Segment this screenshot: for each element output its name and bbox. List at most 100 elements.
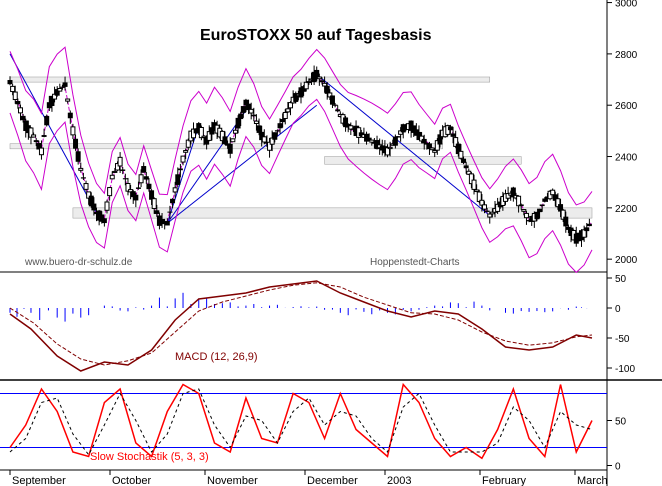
xlabel-5: February xyxy=(482,475,527,486)
candle-body-69-0 xyxy=(543,199,547,201)
candle-body-32-2 xyxy=(257,126,261,133)
candle-body-22-2 xyxy=(178,169,182,170)
candle-body-18-1 xyxy=(144,177,148,179)
candle-body-55-0 xyxy=(433,151,437,153)
candle-body-13-0 xyxy=(102,219,106,223)
candle-body-22-1 xyxy=(176,175,180,185)
candle-body-9-1 xyxy=(74,139,78,148)
candle-body-14-0 xyxy=(110,175,114,179)
candle-body-10-2 xyxy=(84,184,88,190)
candle-body-38-2 xyxy=(304,82,308,89)
candle-body-25-2 xyxy=(202,136,206,137)
candle-body-68-1 xyxy=(538,209,542,211)
candle-body-30-0 xyxy=(236,118,240,128)
candle-body-68-0 xyxy=(535,212,539,218)
xlabel-4: 2003 xyxy=(387,475,411,486)
candle-body-5-1 xyxy=(42,136,46,137)
candle-body-9-0 xyxy=(71,127,75,135)
candle-body-54-2 xyxy=(430,148,434,150)
candle-body-40-1 xyxy=(317,77,321,79)
candle-body-21-0 xyxy=(165,222,169,225)
candle-body-57-1 xyxy=(451,134,455,136)
candle-body-4-0 xyxy=(32,135,36,137)
candle-body-74-1 xyxy=(585,228,589,231)
candle-body-60-0 xyxy=(472,180,476,189)
candle-body-71-2 xyxy=(564,217,568,226)
candle-body-68-2 xyxy=(540,205,544,206)
candle-body-13-2 xyxy=(108,188,112,196)
candle-body-10-0 xyxy=(79,168,83,170)
candle-body-32-0 xyxy=(252,115,256,116)
ytick-label-macd-3: -100 xyxy=(615,364,635,375)
watermark-left: www.buero-dr-schulz.de xyxy=(24,257,133,268)
candle-body-8-0 xyxy=(63,83,67,86)
candle-body-2-1 xyxy=(18,108,22,113)
candle-body-41-1 xyxy=(325,86,329,93)
candle-body-17-2 xyxy=(139,175,143,183)
candle-body-58-2 xyxy=(462,159,466,162)
candle-body-65-2 xyxy=(517,196,521,205)
candle-body-19-1 xyxy=(152,199,156,209)
ytick-label-main-5: 2000 xyxy=(615,255,638,266)
candle-body-23-0 xyxy=(181,156,185,162)
candle-body-4-1 xyxy=(34,141,38,142)
candle-body-62-0 xyxy=(488,214,492,217)
ytick-label-macd-0: 50 xyxy=(615,274,627,285)
candle-body-15-0 xyxy=(118,157,122,166)
candle-body-36-2 xyxy=(289,103,293,108)
chart-title: EuroSTOXX 50 auf Tagesbasis xyxy=(200,27,432,44)
candle-body-23-1 xyxy=(184,151,188,153)
candle-body-53-2 xyxy=(422,139,426,142)
candle-body-42-2 xyxy=(336,110,340,111)
stoch-label: Slow Stochastik (5, 3, 3) xyxy=(90,451,209,463)
candle-body-8-2 xyxy=(68,113,72,118)
candle-body-5-0 xyxy=(39,148,43,155)
zone-0 xyxy=(10,77,490,82)
candle-body-21-2 xyxy=(171,199,175,202)
ytick-label-sto-0: 50 xyxy=(615,417,627,428)
candle-body-28-1 xyxy=(223,137,227,144)
candle-body-66-2 xyxy=(524,213,528,217)
candle-body-19-0 xyxy=(150,191,154,199)
candle-body-47-0 xyxy=(370,140,374,142)
candle-body-34-2 xyxy=(273,133,277,140)
candle-body-9-2 xyxy=(76,152,80,162)
candle-body-31-1 xyxy=(247,104,251,109)
candle-body-2-0 xyxy=(16,102,20,104)
candle-body-58-1 xyxy=(459,151,463,158)
candle-body-14-1 xyxy=(113,171,117,172)
ytick-label-sto-1: 0 xyxy=(615,462,621,473)
ytick-label-main-2: 2600 xyxy=(615,101,638,112)
candle-body-70-0 xyxy=(551,190,555,195)
candle-body-17-0 xyxy=(134,195,138,200)
candle-body-29-0 xyxy=(228,144,232,153)
candle-body-18-2 xyxy=(147,184,151,188)
candle-body-1-2 xyxy=(13,92,17,99)
candle-body-61-1 xyxy=(483,205,487,209)
xlabel-1: October xyxy=(112,475,151,486)
xlabel-3: December xyxy=(307,475,358,486)
candle-body-18-0 xyxy=(142,167,146,173)
candle-body-49-1 xyxy=(388,147,392,148)
ytick-label-main-1: 2800 xyxy=(615,50,638,61)
candle-body-7-1 xyxy=(58,89,62,92)
candle-body-66-1 xyxy=(522,210,526,212)
ytick-label-main-3: 2400 xyxy=(615,153,638,164)
candle-body-29-1 xyxy=(231,139,235,142)
candle-body-1-1 xyxy=(11,86,15,91)
candle-body-50-0 xyxy=(393,137,397,145)
candle-body-35-2 xyxy=(281,120,285,122)
candle-body-36-0 xyxy=(283,112,287,118)
candle-body-36-1 xyxy=(286,109,290,112)
candle-body-30-1 xyxy=(239,114,243,118)
candle-body-74-2 xyxy=(587,224,591,225)
candle-body-22-0 xyxy=(173,188,177,192)
candle-body-59-0 xyxy=(464,166,468,168)
xlabel-6: March xyxy=(577,475,608,486)
ytick-label-macd-1: 0 xyxy=(615,304,621,315)
candle-body-29-2 xyxy=(233,130,237,133)
candle-body-66-0 xyxy=(519,205,523,206)
candle-body-35-1 xyxy=(278,124,282,128)
